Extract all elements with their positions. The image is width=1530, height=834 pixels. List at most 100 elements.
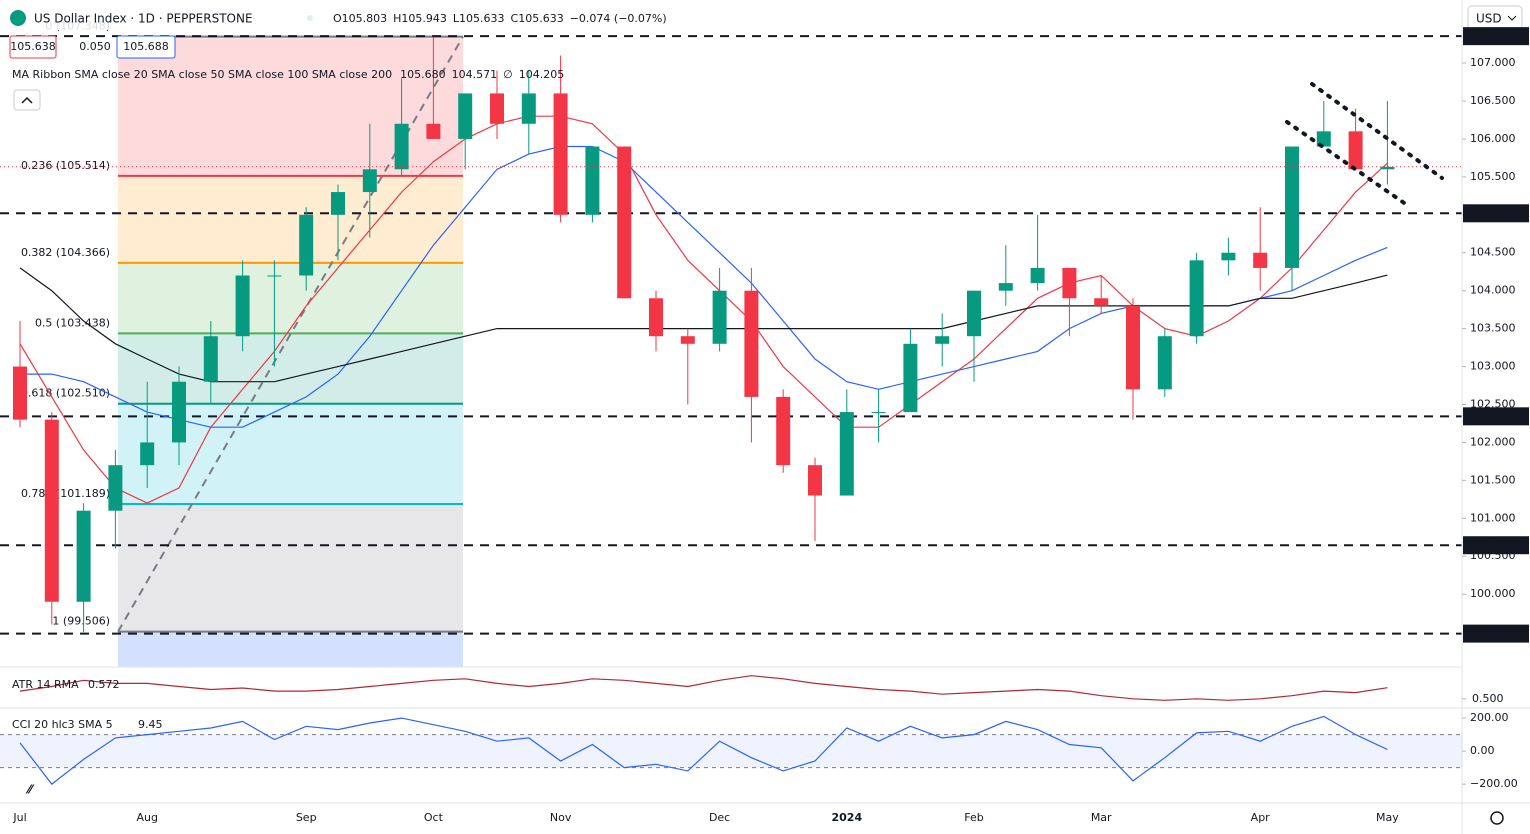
fib-zone: [118, 333, 463, 404]
x-tick-label: Aug: [136, 811, 157, 824]
candle-body: [1316, 131, 1331, 147]
quote-item: O105.803: [333, 12, 387, 25]
moving-average: [19, 115, 1388, 504]
fib-extension: [118, 631, 463, 667]
level-label: 99.480: [1467, 627, 1510, 640]
x-tick-label: 2024: [831, 811, 862, 824]
y-tick-label: 106.500: [1470, 94, 1516, 107]
level-label: 100.645: [1467, 538, 1517, 551]
y-tick-label: 102.000: [1470, 435, 1516, 448]
x-tick-label: Apr: [1251, 811, 1271, 824]
candle-body: [585, 146, 600, 215]
level-tag: [1463, 204, 1529, 223]
y-tick-label: 105.500: [1470, 170, 1516, 183]
candle-body: [1126, 305, 1140, 390]
fib-label: 0.618 (102.510): [21, 387, 110, 400]
settings-icon[interactable]: [1490, 811, 1504, 825]
fib-zone: [118, 262, 463, 334]
candle-body: [935, 336, 950, 344]
quote-item: −0.074 (−0.07%): [570, 12, 667, 25]
y-tick-label: 106.000: [1470, 132, 1516, 145]
level-label: 107.355: [1467, 29, 1517, 42]
y-tick-label: 104.500: [1470, 246, 1516, 259]
y-tick-label: 107.000: [1470, 56, 1516, 69]
candle-body: [871, 412, 886, 414]
cci-tick-label: 200.00: [1470, 711, 1509, 724]
candle-body: [553, 93, 568, 215]
candle-body: [839, 412, 854, 496]
fib-zone: [118, 403, 463, 504]
ma-value: 104.205: [519, 68, 565, 81]
x-tick-label: Jul: [12, 811, 26, 824]
y-tick-label: 103.000: [1470, 360, 1516, 373]
candle-body: [967, 290, 981, 337]
bid-box: [9, 35, 57, 59]
candle-body: [744, 290, 759, 397]
y-tick-label: 102.500: [1470, 397, 1516, 410]
candle-body: [1285, 146, 1299, 268]
level-label: 105.020: [1467, 206, 1517, 219]
moving-average: [19, 267, 1388, 383]
candle-body: [1030, 267, 1045, 284]
x-tick-label: Sep: [296, 811, 317, 824]
candle-body: [394, 123, 409, 170]
fib-label: 0.786 (101.189): [21, 487, 110, 500]
candle-body: [808, 465, 822, 496]
candle-body: [203, 336, 218, 382]
fib-label: 1 (99.506): [52, 615, 110, 628]
fib-trend: [117, 36, 464, 633]
level-tag: [1463, 27, 1529, 46]
candle-body: [331, 192, 345, 215]
candle-body: [267, 275, 282, 277]
logo: ⁄⁄: [25, 783, 35, 797]
candle-body: [521, 93, 536, 124]
candle-body: [140, 442, 155, 466]
candle-body: [458, 93, 473, 139]
x-tick-label: Nov: [550, 811, 572, 824]
candle-body: [776, 396, 791, 466]
ask: 105.688: [123, 40, 169, 53]
candle-body: [1157, 336, 1172, 390]
candle-body: [649, 298, 663, 337]
chart-title: US Dollar Index · 1D · PEPPERSTONE: [34, 12, 253, 26]
candle-body: [680, 336, 695, 344]
ma-value: ∅: [503, 68, 513, 81]
y-tick-label: 101.500: [1470, 473, 1516, 486]
candle-body: [1380, 166, 1395, 170]
candle-body: [712, 290, 727, 344]
candle-body: [362, 169, 377, 193]
y-tick-label: 101.000: [1470, 511, 1516, 524]
candle-body: [490, 93, 504, 124]
candle-body: [76, 510, 91, 602]
candle-body: [1221, 252, 1236, 261]
x-tick-label: May: [1376, 811, 1399, 824]
candle-body: [998, 283, 1013, 291]
cci-line: [19, 715, 1388, 785]
x-tick-label: Oct: [424, 811, 444, 824]
fib-zone: [118, 503, 463, 632]
cci-value: 9.45: [138, 718, 163, 731]
cci-band: [0, 734, 1462, 768]
ma-value: 104.571: [452, 68, 498, 81]
fib-label: 0.382 (104.366): [21, 246, 110, 259]
candle-body: [903, 343, 918, 413]
quote-item: H105.943: [393, 12, 447, 25]
ma-title: MA Ribbon SMA close 20 SMA close 50 SMA …: [12, 68, 392, 81]
atr-title: ATR 14 RMA: [12, 678, 79, 691]
bid: 105.638: [10, 40, 56, 53]
ma-value: 105.680: [400, 68, 446, 81]
y-tick-label: 100.000: [1470, 587, 1516, 600]
y-tick-label: 104.000: [1470, 284, 1516, 297]
fib-label: 0.236 (105.514): [21, 159, 110, 172]
fib-zone: [118, 175, 463, 263]
candle-body: [172, 381, 186, 443]
level-tag: [1463, 536, 1529, 555]
cci-title: CCI 20 hlc3 SMA 5: [12, 718, 113, 731]
collapse-button[interactable]: [13, 89, 41, 111]
candle-body: [426, 123, 441, 139]
x-tick-label: Dec: [709, 811, 730, 824]
candle-body: [44, 419, 59, 602]
candle-body: [13, 366, 27, 420]
candle-body: [1062, 267, 1077, 299]
